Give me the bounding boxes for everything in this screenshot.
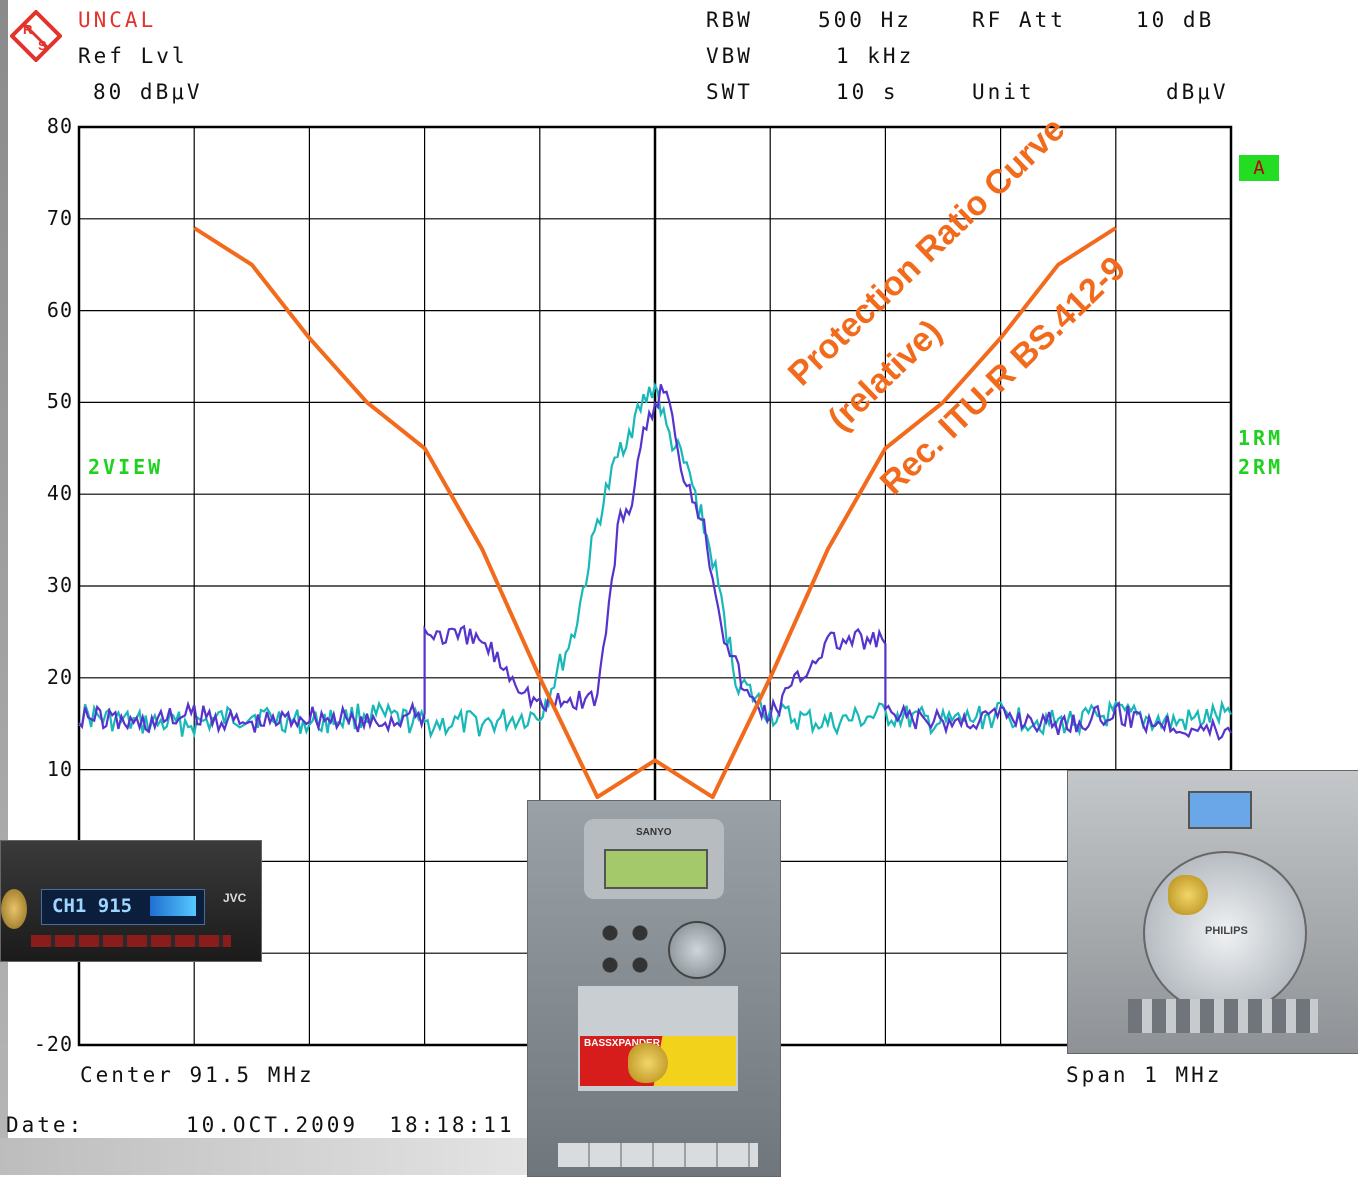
bottom-band [0, 1138, 560, 1175]
minisystem-display [1188, 791, 1252, 829]
trace2-label: 2RM [1238, 455, 1284, 479]
rf-att-value: 10 dB [1136, 8, 1215, 32]
cd-disc-icon: PHILIPS [1143, 851, 1307, 1015]
rf-att-label: RF Att [972, 8, 1066, 32]
y-tick-label: -20 [33, 1032, 73, 1056]
svg-text:R: R [23, 22, 33, 37]
span-label: Span 1 MHz [1066, 1063, 1223, 1087]
protection-ratio-curve [193, 226, 1117, 800]
y-tick-label: 50 [46, 389, 73, 414]
car-radio-display: CH1 915 [41, 889, 205, 925]
unit-label: Unit [972, 80, 1035, 104]
vbw-label: VBW [706, 44, 753, 68]
minisystem-buttons [1128, 999, 1318, 1033]
left-bezel [0, 0, 8, 1140]
ref-level-label: Ref Lvl [78, 44, 188, 68]
svg-text:S: S [38, 38, 47, 53]
rbw-label: RBW [706, 8, 753, 32]
volume-knob-icon [1, 889, 27, 929]
y-tick-label: 10 [46, 756, 73, 781]
stereo-buttons [598, 921, 654, 981]
trace-2rm [78, 381, 1232, 740]
swt-label: SWT [706, 80, 753, 104]
car-radio-photo: CH1 915 JVC [0, 840, 262, 962]
preset-buttons [31, 935, 231, 947]
uncal-status: UNCAL [78, 8, 157, 32]
stereo-top-panel: SANYO [584, 819, 724, 899]
unit-value: dBμV [1166, 80, 1229, 104]
y-tick-label: 60 [46, 297, 73, 322]
stereo-dial-icon [668, 921, 726, 979]
stereo-lcd [604, 849, 708, 889]
stereo-brand: SANYO [636, 827, 672, 838]
y-tick-label: 80 [46, 114, 73, 138]
ref-level-value: 80 dBμV [93, 80, 203, 104]
sticker-text: BASSXPANDER [584, 1038, 660, 1049]
transport-buttons [558, 1143, 758, 1167]
date-label: Date: [6, 1113, 85, 1137]
rbw-value: 500 Hz [818, 8, 912, 32]
trace1-label: 1RM [1238, 426, 1284, 450]
eq-bar-icon [150, 896, 196, 916]
y-tick-label: 40 [46, 481, 73, 506]
trace-1rm [78, 384, 1232, 742]
y-tick-label: 20 [46, 664, 73, 689]
date-value: 10.OCT.2009 18:18:11 [186, 1113, 515, 1137]
car-radio-frequency: CH1 915 [52, 895, 133, 917]
speaker-icon-2 [1168, 875, 1208, 915]
minisystem-brand: PHILIPS [1205, 925, 1248, 937]
y-tick-label: 70 [46, 205, 73, 230]
marker-a-badge: A [1239, 155, 1279, 181]
car-radio-brand: JVC [223, 891, 247, 905]
swt-value: 10 s [836, 80, 899, 104]
rs-logo-icon: R S [10, 10, 62, 62]
minisystem-photo: PHILIPS [1067, 770, 1358, 1054]
trace-mode-label: 2VIEW [88, 455, 164, 479]
vbw-value: 1 kHz [836, 44, 915, 68]
stereo-photo: SANYO BASSXPANDER [527, 800, 781, 1177]
speaker-icon [628, 1043, 668, 1083]
y-tick-label: 30 [46, 573, 73, 597]
center-frequency: Center 91.5 MHz [80, 1063, 315, 1087]
